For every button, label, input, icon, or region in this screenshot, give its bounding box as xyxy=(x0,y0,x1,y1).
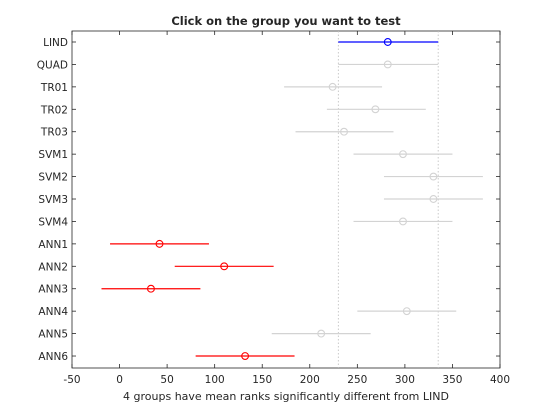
group-label-svm4[interactable]: SVM4 xyxy=(38,216,68,228)
x-tick-label: 0 xyxy=(116,374,123,386)
x-tick-label: 100 xyxy=(205,374,225,386)
group-label-tr02[interactable]: TR02 xyxy=(40,104,68,116)
group-label-quad[interactable]: QUAD xyxy=(37,59,68,71)
mean-marker-ann5[interactable] xyxy=(317,329,326,338)
x-tick-label: 250 xyxy=(347,374,367,386)
group-label-ann2[interactable]: ANN2 xyxy=(38,261,68,273)
x-tick-label: 400 xyxy=(490,374,510,386)
mean-marker-svm2[interactable] xyxy=(429,172,438,181)
mean-marker-svm3[interactable] xyxy=(429,195,438,203)
x-tick-label: 200 xyxy=(300,374,320,386)
group-label-ann3[interactable]: ANN3 xyxy=(38,284,68,296)
mean-marker-ann4[interactable] xyxy=(402,307,411,316)
mean-marker-ann3[interactable] xyxy=(146,284,155,293)
x-tick-label: -50 xyxy=(63,374,80,386)
x-tick-label: 50 xyxy=(160,374,173,386)
group-label-tr01[interactable]: TR01 xyxy=(40,82,68,94)
group-label-ann4[interactable]: ANN4 xyxy=(38,306,68,318)
x-tick-label: 300 xyxy=(395,374,415,386)
group-label-svm3[interactable]: SVM3 xyxy=(38,194,68,206)
group-label-ann6[interactable]: ANN6 xyxy=(38,351,68,363)
group-label-ann5[interactable]: ANN5 xyxy=(38,329,68,341)
group-label-tr03[interactable]: TR03 xyxy=(40,127,68,139)
group-label-ann1[interactable]: ANN1 xyxy=(38,239,68,251)
x-axis-label: 4 groups have mean ranks significantly d… xyxy=(123,390,449,403)
mean-marker-tr03[interactable] xyxy=(340,127,348,136)
mean-marker-ann6[interactable] xyxy=(241,352,250,360)
x-tick-label: 150 xyxy=(252,374,272,386)
mean-marker-ann2[interactable] xyxy=(220,262,229,271)
mean-marker-svm4[interactable] xyxy=(399,217,407,226)
mean-marker-quad[interactable] xyxy=(383,60,392,69)
group-label-svm2[interactable]: SVM2 xyxy=(38,172,68,184)
x-tick-label: 350 xyxy=(442,374,462,386)
axes-box xyxy=(71,30,501,369)
mean-marker-lind[interactable] xyxy=(383,38,392,46)
chart-title: Click on the group you want to test xyxy=(171,14,401,28)
group-label-lind[interactable]: LIND xyxy=(43,37,68,49)
group-label-svm1[interactable]: SVM1 xyxy=(38,149,68,161)
mean-marker-tr02[interactable] xyxy=(371,105,380,114)
mean-marker-tr01[interactable] xyxy=(328,82,337,91)
mean-marker-svm1[interactable] xyxy=(399,150,407,159)
plot-area[interactable]: -50 0 50 100 150 200 250 300 350 400 LIND QUAD TR01 T… xyxy=(37,30,510,386)
mean-marker-ann1[interactable] xyxy=(155,239,164,248)
